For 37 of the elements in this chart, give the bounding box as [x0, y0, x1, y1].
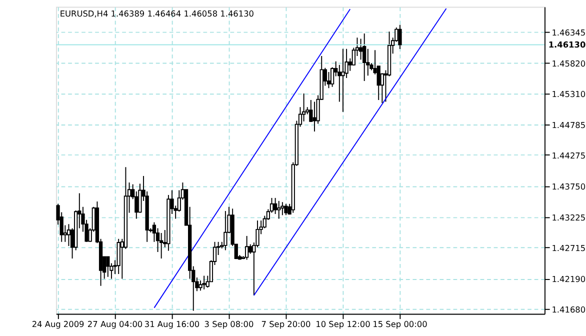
- candlestick: [362, 32, 366, 82]
- chart-title: EURUSD,H4 1.46389 1.46464 1.46058 1.46130: [60, 8, 254, 18]
- y-tick-label: 1.42190: [552, 274, 586, 284]
- ref-line-label: 1.46130: [548, 40, 586, 50]
- y-tick-label: 1.43750: [552, 181, 586, 192]
- x-tick-label: 3 Sep 08:00: [204, 318, 254, 329]
- x-tick-label: 27 Aug 04:00: [87, 318, 143, 329]
- x-tick-label: 24 Aug 2009: [32, 318, 84, 329]
- candlestick: [248, 244, 252, 254]
- candlestick: [224, 210, 228, 251]
- candlestick: [341, 48, 345, 112]
- candlestick: [358, 38, 363, 60]
- y-tick-label: 1.45820: [552, 58, 586, 69]
- candlestick: [273, 197, 278, 214]
- candlestick: [284, 203, 288, 216]
- y-tick-label: 1.41680: [552, 304, 586, 314]
- x-tick-label: 31 Aug 16:00: [144, 318, 200, 329]
- x-tick-label: 7 Sep 20:00: [261, 318, 311, 329]
- candlestick: [277, 200, 281, 220]
- x-tick-label: 15 Sep 00:00: [372, 318, 428, 329]
- y-tick-label: 1.42715: [552, 242, 586, 253]
- y-tick-label: 1.44785: [552, 120, 586, 130]
- candlestick: [66, 224, 71, 247]
- y-tick-label: 1.45310: [552, 88, 586, 99]
- candlestick: [202, 275, 206, 290]
- candlestick: [106, 256, 110, 278]
- candlestick: [338, 64, 342, 102]
- candlestick: [312, 101, 316, 132]
- x-tick-label: 10 Sep 12:00: [316, 318, 370, 329]
- candlestick: [244, 235, 249, 260]
- candlestick: [116, 238, 120, 274]
- candlestick: [398, 24, 402, 50]
- y-tick-label: 1.46345: [552, 27, 586, 38]
- y-tick-label: 1.43225: [552, 212, 586, 223]
- y-tick-label: 1.44275: [552, 150, 586, 160]
- candlestick: [326, 72, 331, 89]
- candlestick: [280, 202, 284, 216]
